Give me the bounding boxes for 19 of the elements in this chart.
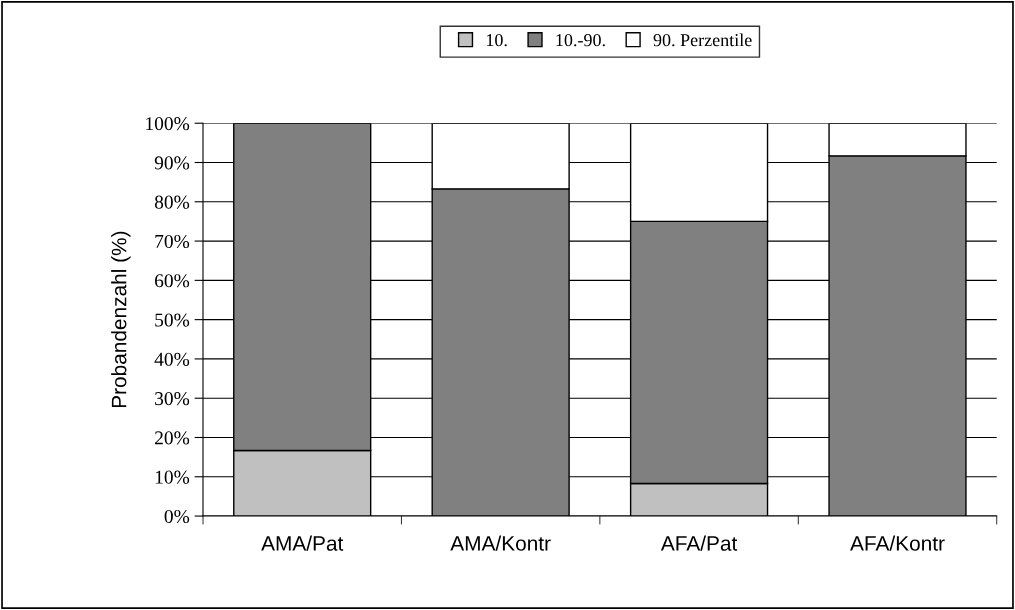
x-tick-label: AMA/Pat xyxy=(261,535,344,551)
y-tick-label: 60% xyxy=(155,274,190,288)
x-tick-label: AFA/Pat xyxy=(660,535,738,551)
y-tick-label: 0% xyxy=(164,509,190,524)
y-tick-label: 20% xyxy=(155,431,190,445)
legend-label: 10.-90. xyxy=(556,34,605,47)
y-tick-label: 10% xyxy=(155,470,190,484)
x-tick-label: AFA/Kontr xyxy=(850,535,945,551)
y-axis-title: Probandenzahl (%) xyxy=(111,231,131,408)
y-tick-label: 80% xyxy=(154,195,190,209)
x-tick-label: AMA/Kontr xyxy=(450,535,551,551)
legend-label: 10. xyxy=(486,34,507,47)
y-tick-label: 100% xyxy=(146,117,190,131)
y-tick-label: 40% xyxy=(154,352,190,366)
y-tick-label: 70% xyxy=(155,234,190,249)
legend-label: 90. Perzentile xyxy=(653,33,752,47)
y-tick-label: 90% xyxy=(154,156,190,170)
y-tick-label: 50% xyxy=(155,313,190,327)
y-tick-label: 30% xyxy=(155,392,190,406)
